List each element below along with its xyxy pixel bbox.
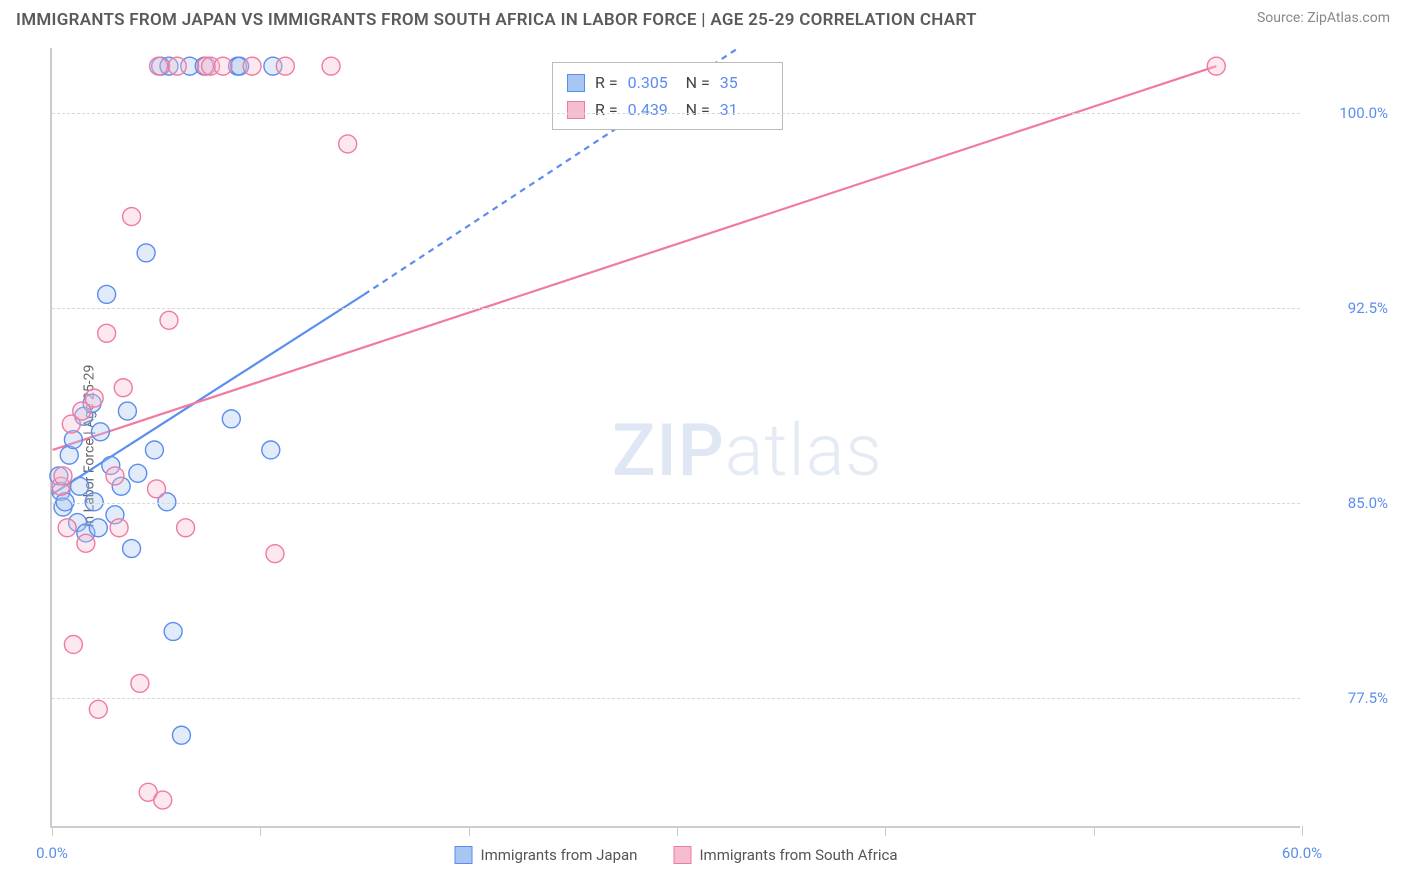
legend-item-0: Immigrants from Japan bbox=[455, 846, 638, 864]
x-tick bbox=[885, 826, 886, 836]
corr-n-0: 35 bbox=[720, 69, 768, 96]
chart-svg bbox=[52, 48, 1300, 826]
title-bar: IMMIGRANTS FROM JAPAN VS IMMIGRANTS FROM… bbox=[0, 0, 1406, 42]
corr-row-1: R = 0.439 N = 31 bbox=[567, 96, 768, 123]
x-tick-label: 0.0% bbox=[36, 844, 68, 862]
x-tick bbox=[52, 826, 53, 836]
x-tick-label: 60.0% bbox=[1282, 844, 1322, 862]
corr-swatch-1 bbox=[567, 101, 585, 119]
legend-swatch-0 bbox=[455, 846, 473, 864]
chart-title: IMMIGRANTS FROM JAPAN VS IMMIGRANTS FROM… bbox=[16, 10, 977, 30]
legend-label-0: Immigrants from Japan bbox=[481, 846, 638, 864]
legend-item-1: Immigrants from South Africa bbox=[673, 846, 897, 864]
source-label: Source: ZipAtlas.com bbox=[1257, 10, 1390, 26]
gridline-h bbox=[52, 308, 1300, 309]
gridline-h bbox=[52, 503, 1300, 504]
x-tick bbox=[677, 826, 678, 836]
correlation-box: R = 0.305 N = 35 R = 0.439 N = 31 bbox=[552, 62, 783, 130]
legend-label-1: Immigrants from South Africa bbox=[699, 846, 897, 864]
gridline-h bbox=[52, 698, 1300, 699]
legend-swatch-1 bbox=[673, 846, 691, 864]
corr-n-1: 31 bbox=[720, 96, 768, 123]
y-tick-label: 77.5% bbox=[1308, 689, 1388, 707]
corr-row-0: R = 0.305 N = 35 bbox=[567, 69, 768, 96]
corr-r-1: 0.439 bbox=[628, 96, 676, 123]
corr-swatch-0 bbox=[567, 74, 585, 92]
x-tick bbox=[1302, 826, 1303, 836]
x-tick bbox=[1094, 826, 1095, 836]
plot-area: ZIPatlas R = 0.305 N = 35 R = 0.439 N = … bbox=[50, 48, 1300, 828]
x-tick bbox=[469, 826, 470, 836]
y-tick-label: 85.0% bbox=[1308, 494, 1388, 512]
y-tick-label: 100.0% bbox=[1308, 104, 1388, 122]
x-tick bbox=[260, 826, 261, 836]
legend: Immigrants from Japan Immigrants from So… bbox=[455, 846, 898, 864]
gridline-h bbox=[52, 113, 1300, 114]
y-tick-label: 92.5% bbox=[1308, 299, 1388, 317]
corr-r-0: 0.305 bbox=[628, 69, 676, 96]
